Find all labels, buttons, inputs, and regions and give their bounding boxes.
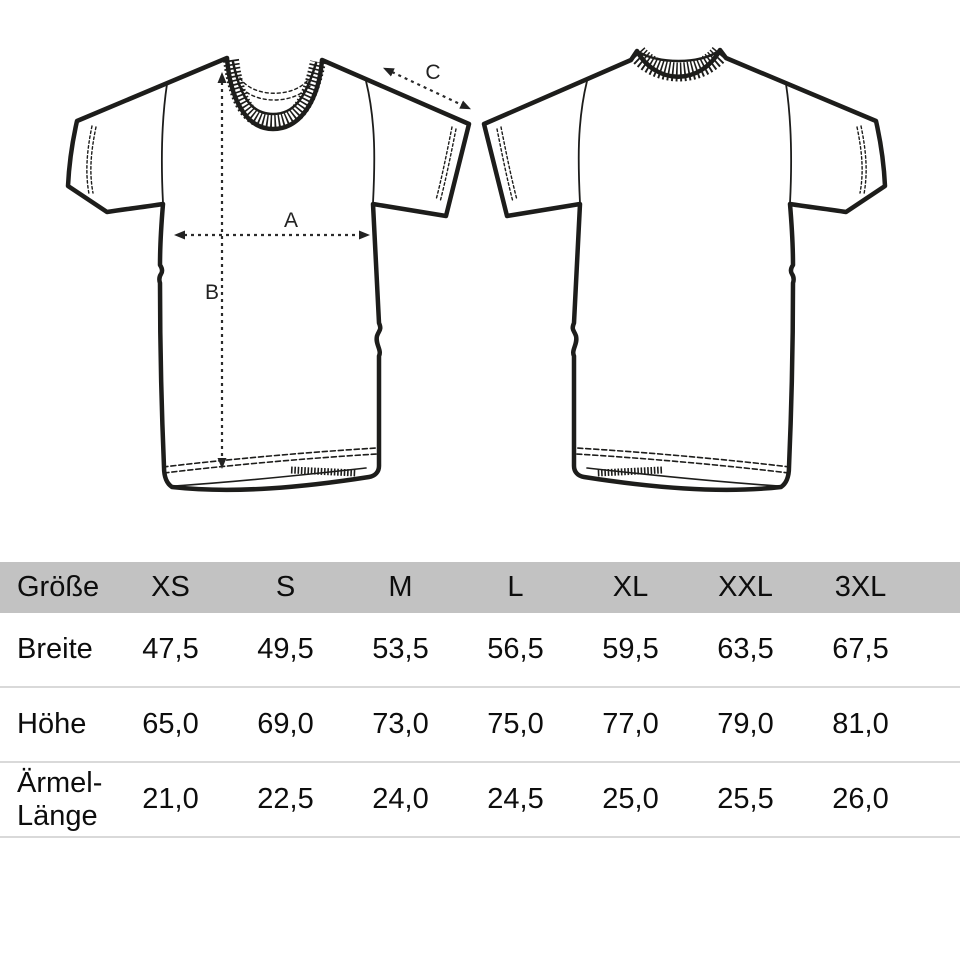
cell-height-xl: 77,0 xyxy=(602,708,659,740)
cell-sleeve-l: 24,5 xyxy=(487,783,544,815)
measure-label-b: B xyxy=(205,281,219,304)
cell-height-xxl: 79,0 xyxy=(717,708,774,740)
back-armhole-seam-2 xyxy=(577,80,588,204)
tshirt-diagram: A B C xyxy=(65,45,888,493)
cell-sleeve-s: 22,5 xyxy=(257,783,314,815)
back-collar-ribbing xyxy=(628,45,728,82)
cell-width-s: 49,5 xyxy=(257,633,314,665)
size-table: Größe XS S M L XL XXL 3XL Breite 47,5 49… xyxy=(0,562,960,838)
front-shirt xyxy=(65,55,472,493)
measure-label-a: A xyxy=(284,209,298,232)
cell-width-xs: 47,5 xyxy=(142,633,199,665)
measure-label-c: C xyxy=(425,61,440,84)
back-armhole-seam xyxy=(785,83,793,204)
cell-height-s: 69,0 xyxy=(257,708,314,740)
front-hem-stitching xyxy=(162,447,378,474)
front-body-outline xyxy=(65,55,472,493)
back-shirt xyxy=(481,45,888,493)
front-armhole-seam-left xyxy=(160,83,168,204)
back-hem-stitching xyxy=(575,447,791,474)
front-armhole-seam-right xyxy=(365,80,376,204)
size-table-header: Größe XS S M L XL XXL 3XL xyxy=(0,562,960,613)
back-cuff-stitching xyxy=(496,125,867,203)
col-header-m: M xyxy=(388,571,413,603)
cell-sleeve-xl: 25,0 xyxy=(602,783,659,815)
back-hem-hatch xyxy=(596,466,663,477)
cell-height-l: 75,0 xyxy=(487,708,544,740)
cell-width-3xl: 67,5 xyxy=(832,633,889,665)
tshirt-diagram-svg: A B C xyxy=(65,45,888,493)
col-header-size: Größe xyxy=(17,571,100,604)
col-header-xxl: XXL xyxy=(718,571,773,603)
sleeve-arrow xyxy=(382,67,472,110)
cell-height-m: 73,0 xyxy=(372,708,429,740)
table-row-width: Breite 47,5 49,5 53,5 56,5 59,5 63,5 67,… xyxy=(0,613,960,688)
table-row-height: Höhe 65,0 69,0 73,0 75,0 77,0 79,0 81,0 xyxy=(0,688,960,763)
col-header-s: S xyxy=(275,571,296,603)
row-label: Höhe xyxy=(17,708,87,741)
cell-sleeve-m: 24,0 xyxy=(372,783,429,815)
col-header-xs: XS xyxy=(151,571,190,603)
cell-sleeve-xs: 21,0 xyxy=(142,783,199,815)
front-cuff-stitching xyxy=(86,125,457,203)
cell-height-3xl: 81,0 xyxy=(832,708,889,740)
col-header-3xl: 3XL xyxy=(834,571,887,603)
cell-sleeve-xxl: 25,5 xyxy=(717,783,774,815)
cell-width-xxl: 63,5 xyxy=(717,633,774,665)
back-collar-top-edge xyxy=(635,48,722,63)
row-label: Breite xyxy=(17,633,93,666)
table-row-sleeve-length: Ärmel-Länge 21,0 22,5 24,0 24,5 25,0 25,… xyxy=(0,763,960,838)
cell-sleeve-3xl: 26,0 xyxy=(832,783,889,815)
cell-width-m: 53,5 xyxy=(372,633,429,665)
row-label: Ärmel-Länge xyxy=(17,767,103,832)
back-body-outline xyxy=(481,47,888,493)
cell-width-xl: 59,5 xyxy=(602,633,659,665)
front-hem-hatch xyxy=(290,466,357,477)
cell-height-xs: 65,0 xyxy=(142,708,199,740)
front-neck-seam xyxy=(239,77,309,94)
cell-width-l: 56,5 xyxy=(487,633,544,665)
front-neck-seam-2 xyxy=(237,83,311,101)
col-header-xl: XL xyxy=(612,571,649,603)
measurement-arrows xyxy=(174,67,472,469)
col-header-l: L xyxy=(507,571,524,603)
